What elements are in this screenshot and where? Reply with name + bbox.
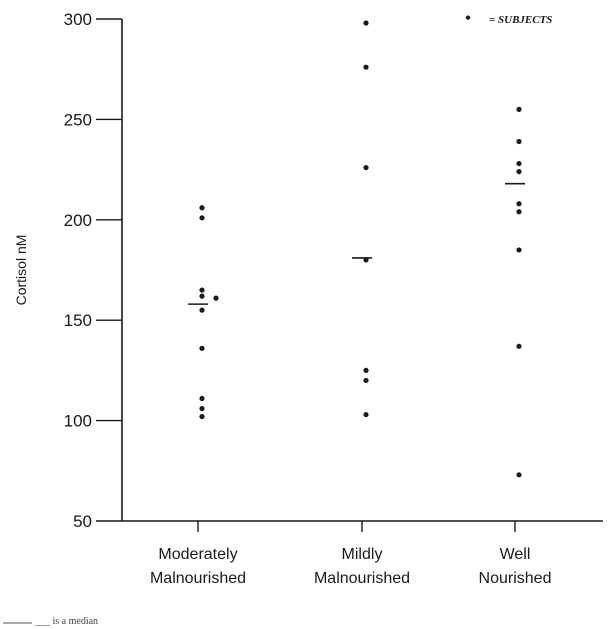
- data-point: [199, 413, 205, 420]
- x-category-label: Malnourished: [150, 570, 246, 587]
- x-category-label: Mildly: [342, 546, 383, 563]
- data-point: [363, 20, 369, 26]
- footnote: ___ is a median: [3, 616, 98, 627]
- x-category-label: Nourished: [479, 570, 552, 587]
- data-point: [516, 169, 522, 175]
- data-point: [199, 287, 205, 293]
- y-tick-label: 50: [73, 512, 92, 531]
- data-point: [199, 345, 205, 351]
- data-point: [516, 106, 522, 112]
- data-point: [516, 472, 522, 478]
- footnote-text: ___ is a median: [34, 616, 98, 627]
- data-point: [516, 247, 522, 253]
- median-markers: [188, 182, 525, 305]
- x-category-label: Moderately: [158, 546, 237, 563]
- x-category-label: Well: [500, 546, 531, 563]
- data-point: [363, 377, 369, 384]
- data-point: [199, 395, 205, 402]
- data-point: [516, 138, 522, 145]
- y-tick-label: 100: [64, 412, 92, 431]
- y-axis-ticks: 300 250 200 150 100 50: [64, 10, 122, 531]
- data-point: [363, 164, 369, 171]
- data-point: [516, 160, 522, 167]
- legend-marker-symbol: •: [465, 10, 471, 27]
- data-point: [516, 343, 522, 349]
- y-tick-label: 200: [64, 211, 92, 230]
- y-axis-label: Cortisol nM: [13, 235, 29, 306]
- legend: • = SUBJECTS: [465, 10, 552, 27]
- data-point: [516, 201, 522, 207]
- x-category-label: Malnourished: [314, 570, 410, 587]
- data-point: [199, 405, 205, 412]
- data-point: [199, 205, 205, 211]
- data-points: [199, 20, 522, 478]
- data-point: [199, 307, 205, 313]
- x-axis-categories: Moderately Malnourished Mildly Malnourished…: [150, 521, 552, 587]
- chart-axes: [121, 19, 603, 522]
- data-point: [363, 64, 369, 70]
- data-point: [213, 295, 219, 301]
- data-point: [363, 367, 369, 373]
- y-tick-label: 150: [64, 311, 92, 330]
- data-point: [516, 209, 522, 215]
- legend-label: = SUBJECTS: [489, 14, 552, 26]
- data-point: [199, 293, 205, 299]
- data-point: [199, 215, 205, 221]
- y-tick-label: 250: [64, 110, 92, 129]
- data-point: [363, 411, 369, 418]
- y-tick-label: 300: [64, 10, 92, 29]
